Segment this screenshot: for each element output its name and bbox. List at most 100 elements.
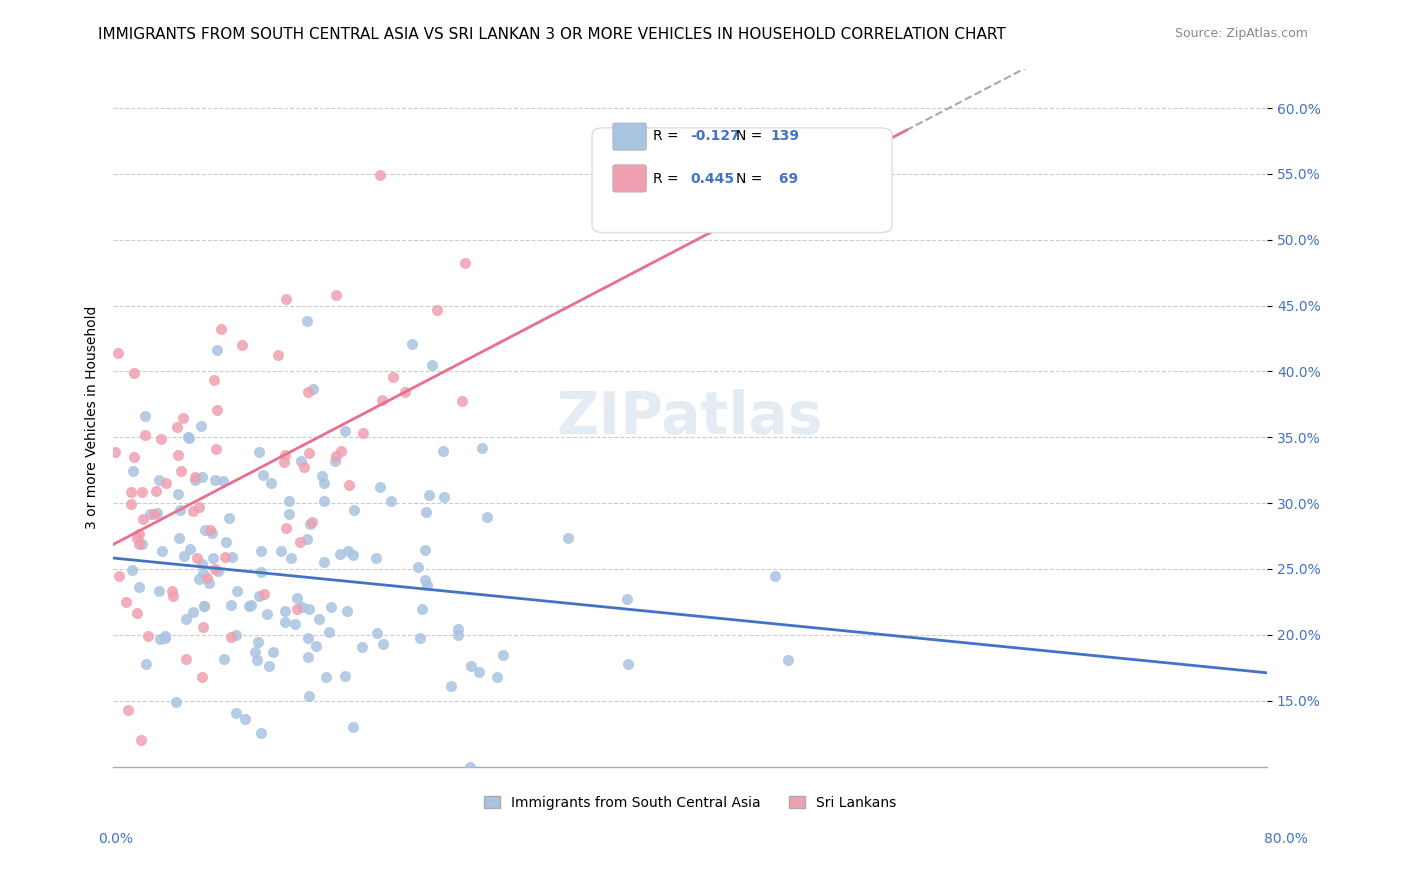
Point (152, 544, 174, 558)
Point (415, 505, 437, 519)
Point (115, 595, 138, 609)
Point (177, 429, 200, 443)
Point (128, 537, 150, 551)
Point (274, 521, 297, 535)
FancyBboxPatch shape (592, 128, 891, 233)
Point (371, 637, 394, 651)
Point (312, 494, 335, 508)
Point (370, 480, 392, 494)
Point (290, 454, 312, 468)
Text: -0.127: -0.127 (690, 129, 740, 144)
Point (247, 589, 270, 603)
Text: N =: N = (737, 172, 768, 186)
Point (337, 544, 360, 558)
Point (274, 604, 297, 618)
Point (191, 566, 214, 581)
Point (225, 706, 247, 721)
Point (297, 631, 319, 645)
Point (273, 454, 295, 468)
Point (202, 373, 225, 387)
Point (763, 569, 786, 583)
Point (285, 591, 308, 605)
Point (191, 470, 214, 484)
Point (337, 477, 360, 491)
Point (136, 629, 159, 643)
Point (250, 565, 273, 579)
Point (167, 531, 190, 545)
Point (270, 544, 292, 558)
Point (207, 343, 229, 357)
Point (205, 402, 228, 417)
Point (368, 169, 391, 183)
Point (420, 358, 443, 372)
Point (297, 532, 319, 546)
Point (121, 563, 143, 577)
Point (323, 453, 346, 467)
Point (214, 534, 236, 549)
Point (233, 712, 256, 726)
Point (179, 542, 201, 557)
Point (225, 628, 247, 642)
Point (472, 780, 495, 794)
Point (297, 650, 319, 665)
Point (274, 615, 297, 630)
Point (135, 657, 157, 672)
Point (298, 446, 321, 460)
Point (370, 392, 392, 407)
Point (260, 476, 283, 491)
Point (117, 703, 139, 717)
Point (447, 628, 470, 642)
Point (305, 639, 328, 653)
Point (264, 778, 287, 792)
Point (121, 497, 143, 511)
Point (336, 780, 359, 794)
Point (191, 557, 214, 571)
Point (202, 550, 225, 565)
Point (127, 531, 149, 545)
Point (343, 502, 366, 516)
Point (278, 494, 301, 508)
Point (184, 473, 207, 487)
Point (243, 644, 266, 658)
Point (280, 550, 302, 565)
Point (134, 427, 156, 442)
Point (406, 560, 429, 574)
Point (188, 500, 211, 514)
Point (450, 393, 472, 408)
Point (247, 445, 270, 459)
Point (295, 314, 318, 328)
Point (440, 680, 463, 694)
Point (325, 288, 347, 302)
Point (194, 523, 217, 537)
Point (107, 346, 129, 360)
Point (134, 409, 156, 423)
Point (131, 537, 153, 551)
Point (366, 626, 388, 640)
Point (364, 550, 387, 565)
Point (319, 600, 342, 615)
Point (278, 507, 301, 521)
Point (145, 506, 167, 520)
Text: 139: 139 (770, 129, 800, 144)
Point (292, 459, 315, 474)
Point (231, 337, 253, 351)
Point (299, 516, 322, 531)
Point (250, 726, 273, 740)
Point (257, 659, 280, 673)
Point (335, 669, 357, 683)
Point (276, 292, 298, 306)
Point (401, 337, 423, 351)
Point (204, 562, 226, 576)
Point (122, 450, 145, 464)
Point (155, 629, 177, 643)
Point (125, 606, 148, 620)
Point (128, 527, 150, 541)
Point (291, 600, 314, 615)
Text: ZIPatlas: ZIPatlas (557, 389, 824, 446)
Point (149, 632, 172, 646)
Point (218, 511, 240, 525)
Point (409, 632, 432, 646)
Point (207, 565, 229, 579)
Point (250, 544, 273, 558)
Point (252, 467, 274, 482)
